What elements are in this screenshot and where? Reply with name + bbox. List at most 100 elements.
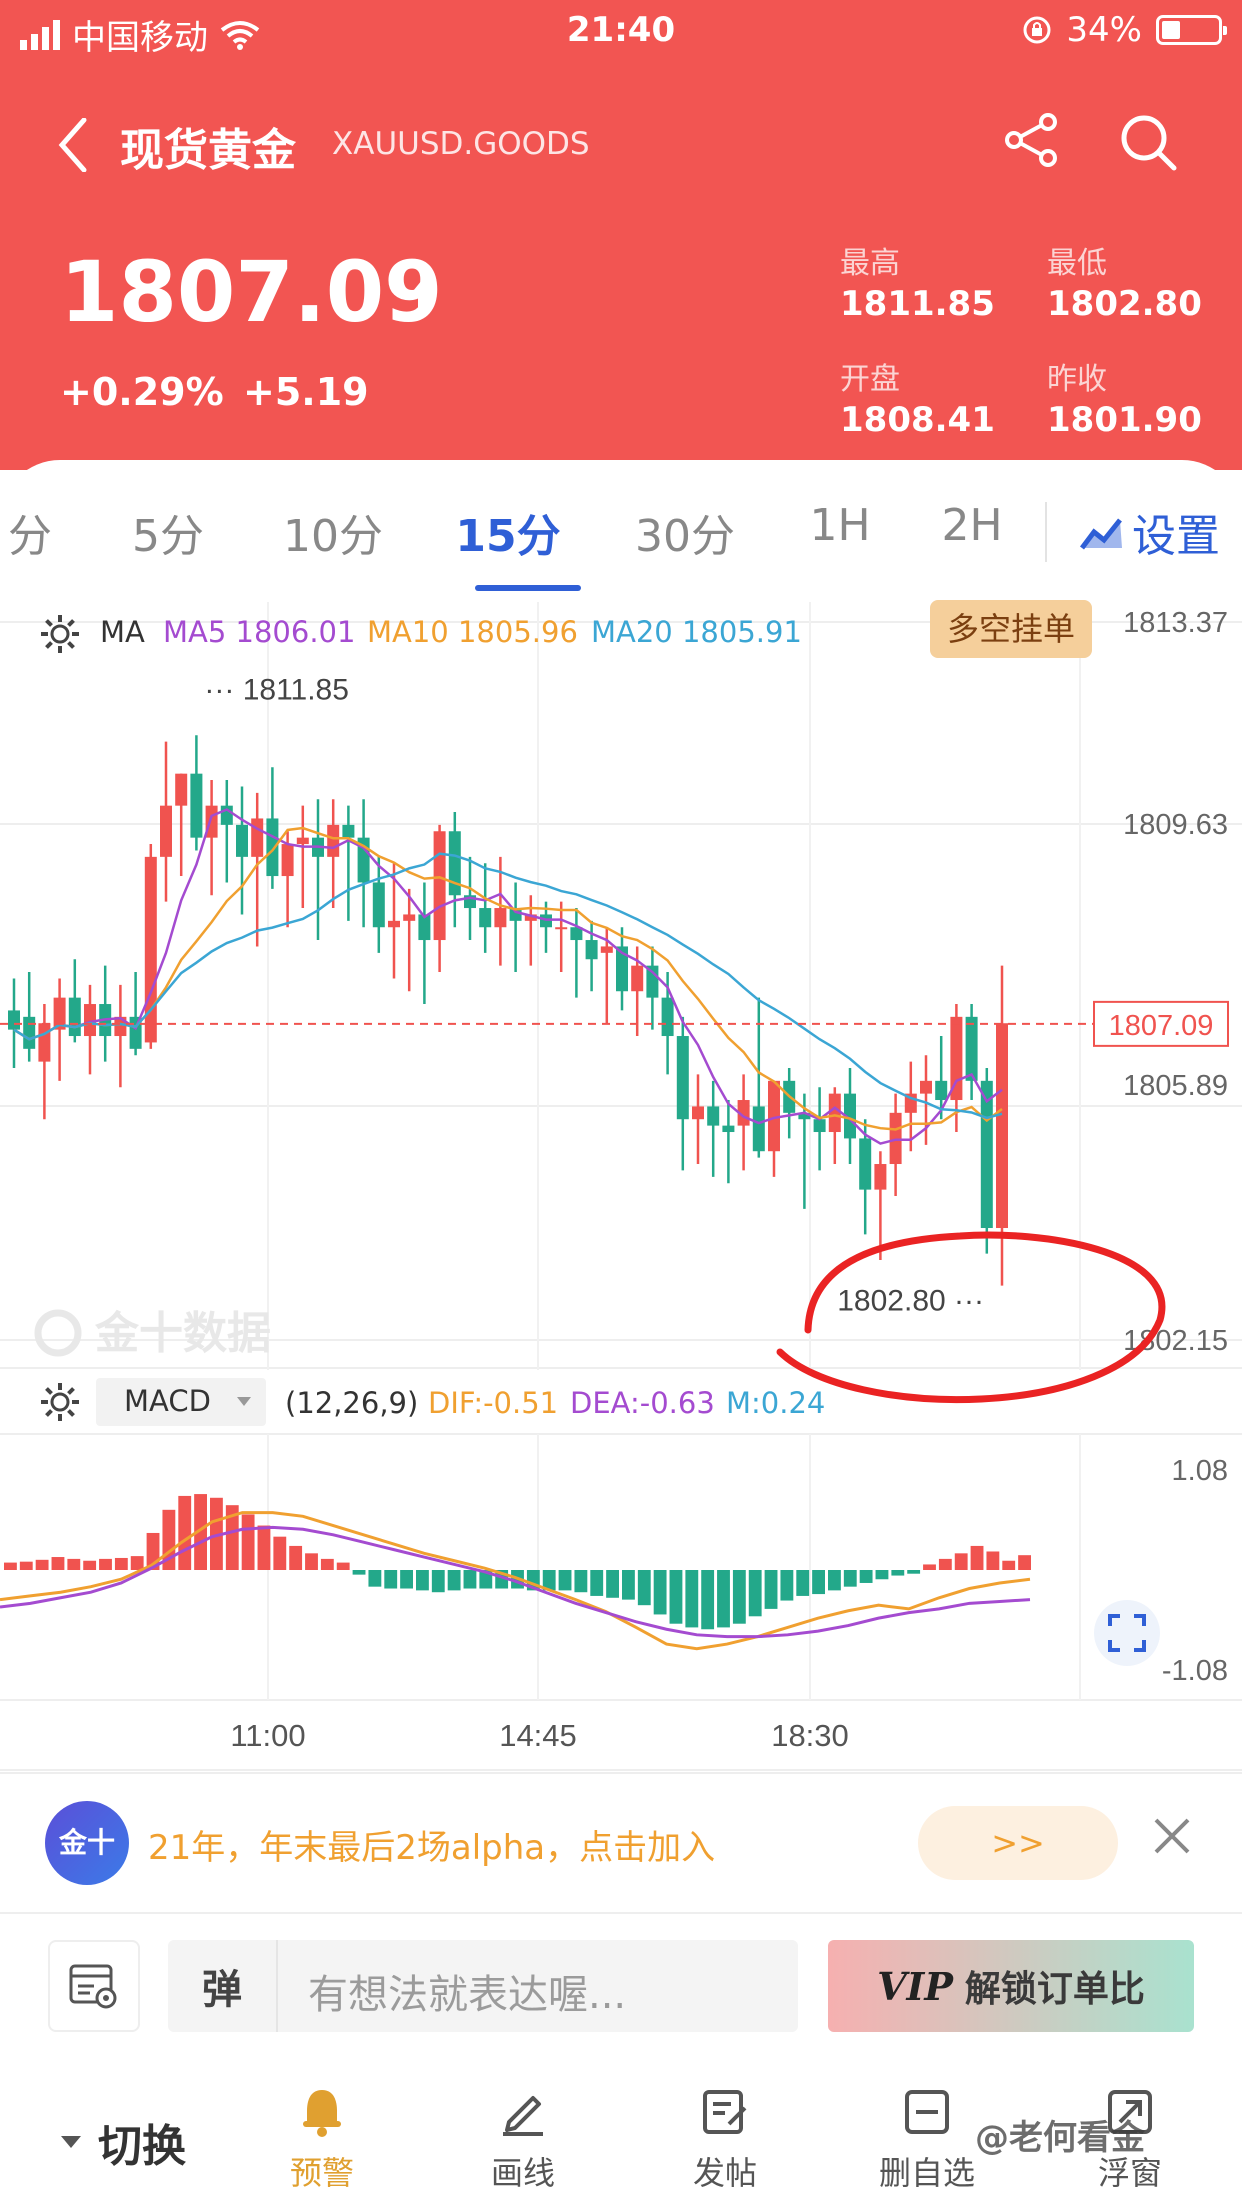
promo-banner[interactable]: 金十 21年，年末最后2场alpha，点击加入 >> xyxy=(0,1774,1242,1914)
switch-button[interactable]: 切换 xyxy=(60,2110,186,2174)
macd-histogram-bar xyxy=(241,1514,255,1570)
stat-value-low: 1802.80 xyxy=(1047,284,1202,324)
candle-body xyxy=(874,1164,887,1190)
fullscreen-button[interactable] xyxy=(1094,1600,1160,1666)
danmaku-toggle[interactable]: 弹 xyxy=(168,1940,278,2032)
last-price-tag-label: 1807.09 xyxy=(1109,1010,1214,1042)
search-icon[interactable] xyxy=(1118,112,1178,172)
macd-histogram-bar xyxy=(812,1570,825,1595)
candle-body xyxy=(600,946,613,953)
candle-body xyxy=(190,773,203,838)
indicator-select[interactable]: MACD xyxy=(96,1378,266,1426)
tab-5min[interactable]: 5分 xyxy=(132,511,204,562)
candle-body xyxy=(889,1112,902,1165)
macd-histogram-bar xyxy=(843,1570,857,1587)
macd-histogram-bar xyxy=(19,1561,33,1570)
nav-bar: 现货黄金 XAUUSD.GOODS xyxy=(0,100,1242,180)
candle-body xyxy=(616,946,628,992)
wifi-icon xyxy=(220,20,260,50)
promo-text[interactable]: 21年，年末最后2场alpha，点击加入 xyxy=(148,1828,716,1868)
nav-post[interactable]: 发帖 xyxy=(655,2086,795,2194)
candle-body xyxy=(965,1016,978,1081)
candle-body xyxy=(585,940,598,960)
candle-body xyxy=(433,831,446,941)
nav-remove-watchlist[interactable]: 删自选 xyxy=(857,2086,997,2194)
nav-draw-label: 画线 xyxy=(490,2154,555,2192)
macd-histogram-bar xyxy=(701,1570,715,1630)
stat-label-open: 开盘 xyxy=(840,362,900,397)
macd-histogram-bar xyxy=(51,1557,65,1570)
macd-axis-label: 1.08 xyxy=(1172,1455,1228,1487)
nav-float-window[interactable]: 浮窗 xyxy=(1060,2086,1200,2194)
macd-histogram-bar xyxy=(99,1558,112,1570)
indicator-select-value: MACD xyxy=(124,1384,211,1418)
macd-histogram-bar xyxy=(653,1570,667,1615)
ma10-line xyxy=(13,826,1003,1131)
macd-histogram-bar xyxy=(210,1497,223,1570)
macd-histogram-bar xyxy=(83,1560,97,1570)
macd-histogram-bar xyxy=(447,1570,461,1591)
candle-body xyxy=(540,914,552,928)
candle-body xyxy=(722,1125,735,1133)
macd-histogram-bar xyxy=(938,1558,952,1570)
candle-body xyxy=(768,1080,780,1152)
status-bar: 中国移动 21:40 34% xyxy=(0,0,1242,64)
divider xyxy=(0,1772,1242,1774)
tab-2h[interactable]: 2H xyxy=(941,500,1003,551)
ma-legend-label: MA xyxy=(100,615,145,649)
settings-button[interactable]: 设置 xyxy=(1080,500,1220,564)
tab-15min[interactable]: 15分 xyxy=(455,511,561,562)
nav-alert-label: 预警 xyxy=(289,2154,354,2192)
triangle-down-icon xyxy=(61,2136,81,2148)
battery-icon xyxy=(1156,15,1227,45)
macd-histogram-bar xyxy=(875,1570,889,1580)
comment-input[interactable]: 弹 有想法就表达喔... xyxy=(168,1940,798,2032)
tab-1min[interactable]: 分 xyxy=(8,511,52,562)
candle-body xyxy=(570,927,583,941)
macd-histogram-bar xyxy=(606,1570,619,1598)
candle-body xyxy=(494,908,507,928)
candle-body xyxy=(327,824,340,857)
candle-body xyxy=(68,997,81,1037)
tab-30min[interactable]: 30分 xyxy=(635,511,735,562)
candle-body xyxy=(251,818,264,857)
active-tab-indicator xyxy=(475,585,581,591)
tab-1h[interactable]: 1H xyxy=(809,500,871,551)
tab-10min[interactable]: 10分 xyxy=(283,511,383,562)
candle-body xyxy=(813,1119,826,1133)
candle-body xyxy=(509,908,522,921)
macd-histogram-bar xyxy=(67,1558,81,1570)
price-axis-label: 1805.89 xyxy=(1123,1070,1228,1102)
nav-remove-watchlist-label: 删自选 xyxy=(878,2154,975,2192)
long-short-order-button[interactable]: 多空挂单 xyxy=(930,600,1092,658)
high-price-marker: ··· 1811.85 xyxy=(204,673,349,706)
kline-chart[interactable]: 金十数据 1807.091813.371809.631805.891802.15… xyxy=(0,596,1242,1774)
macd-histogram-bar xyxy=(669,1570,683,1624)
carrier-label: 中国移动 xyxy=(72,18,208,58)
macd-dif: DIF:-0.51 xyxy=(428,1386,559,1420)
signal-icon xyxy=(20,19,60,50)
candle-body xyxy=(403,914,416,921)
macd-histogram-bar xyxy=(431,1570,445,1593)
order-form-icon xyxy=(69,1964,117,2009)
vip-unlock-button[interactable]: VIP 解锁订单比 xyxy=(828,1940,1194,2032)
up-arrow-icon xyxy=(409,280,435,316)
candlestick-series xyxy=(8,735,1008,1286)
macd-histogram-bar xyxy=(194,1494,207,1570)
change-percent: +0.29% xyxy=(60,370,224,414)
nav-alert[interactable]: 预警 xyxy=(252,2086,392,2194)
close-icon[interactable] xyxy=(1150,1814,1194,1858)
promo-go-button[interactable]: >> xyxy=(918,1806,1118,1880)
share-icon[interactable] xyxy=(1002,112,1062,168)
nav-post-label: 发帖 xyxy=(692,2154,757,2192)
order-form-button[interactable] xyxy=(48,1940,140,2032)
ma20-value: MA20 1805.91 xyxy=(591,615,802,649)
nav-draw[interactable]: 画线 xyxy=(453,2086,593,2194)
back-icon[interactable] xyxy=(58,118,88,172)
candle-body xyxy=(996,1023,1008,1229)
candle-body xyxy=(8,1010,20,1030)
ma-settings-gear-icon[interactable] xyxy=(38,612,82,656)
macd-histogram-bar xyxy=(384,1570,398,1589)
candle-body xyxy=(53,997,66,1030)
macd-settings-gear-icon[interactable] xyxy=(38,1380,82,1424)
